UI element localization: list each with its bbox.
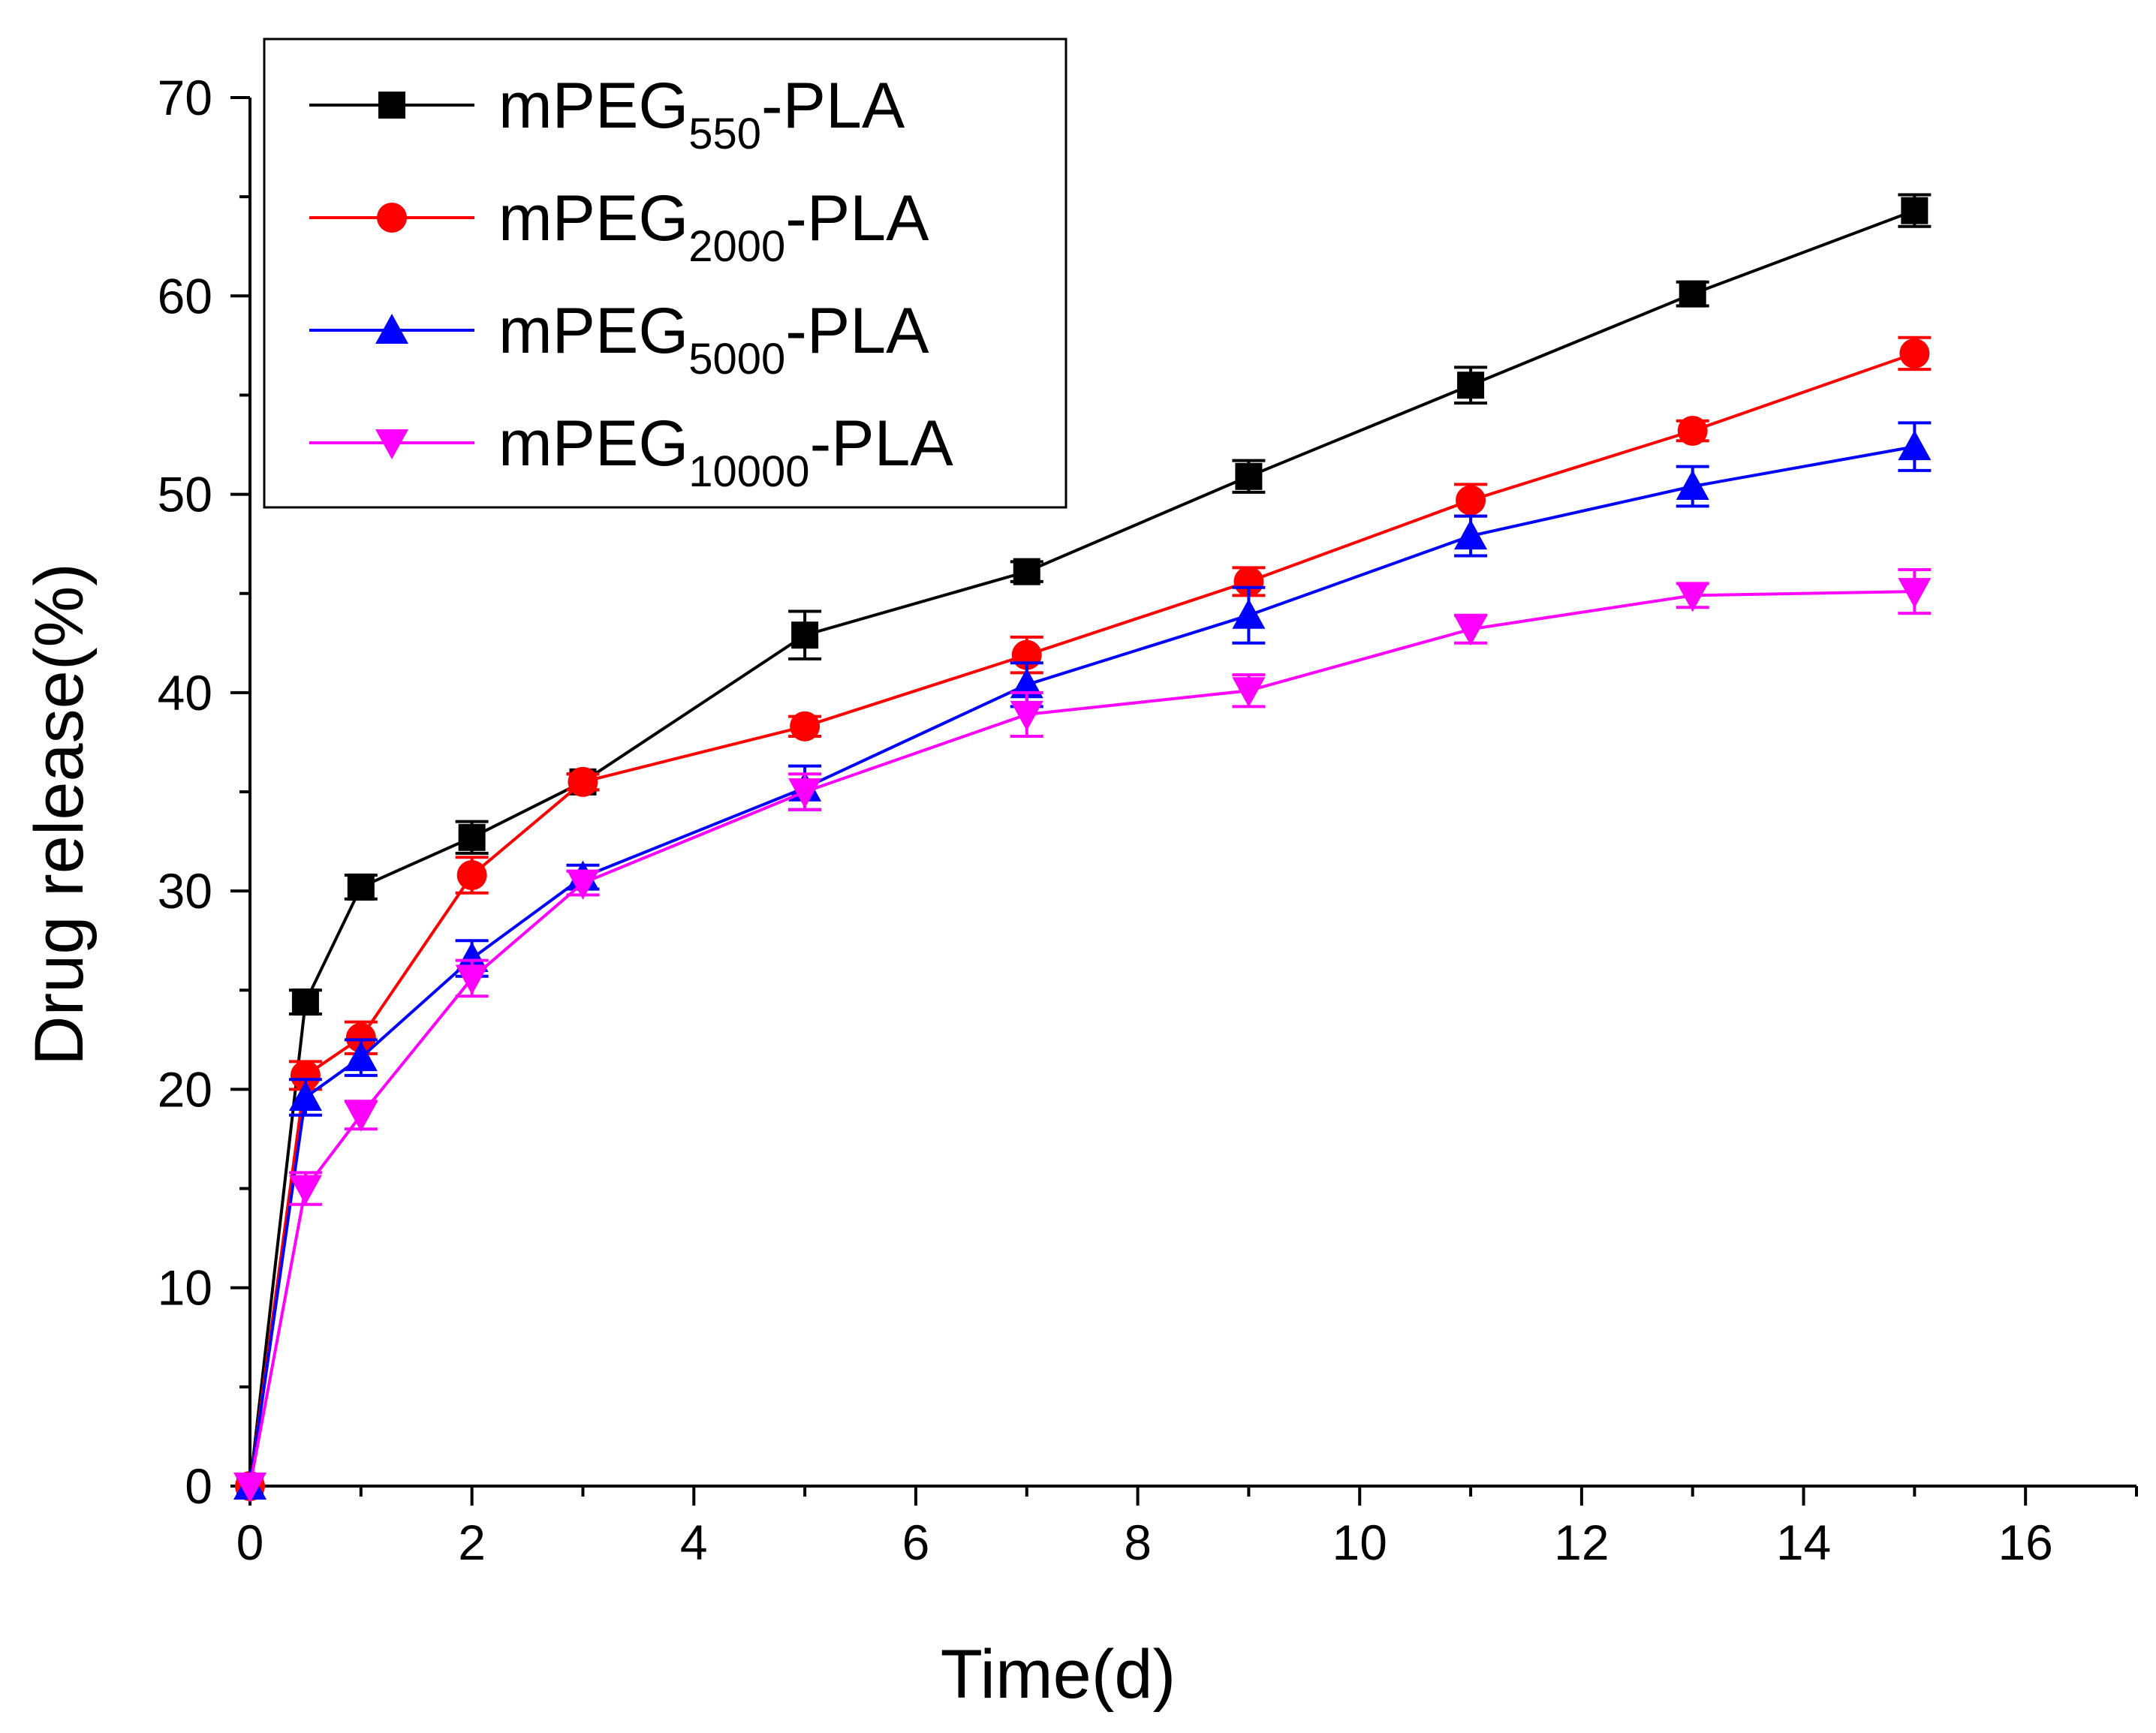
data-point [1899, 338, 1930, 369]
data-point [1898, 578, 1932, 609]
series-line [248, 590, 1915, 1487]
x-axis: 0 2 4 6 8 10 12 14 16 [236, 1486, 2138, 1570]
data-point [458, 823, 486, 851]
y-tick-label: 0 [185, 1458, 212, 1514]
legend: mPEG550-PLAmPEG2000-PLAmPEG5000-PLAmPEG1… [263, 38, 1067, 509]
x-tick-label: 10 [1332, 1515, 1387, 1570]
x-axis-title: Time(d) [941, 1636, 1176, 1713]
data-point [1676, 582, 1709, 612]
data-point [345, 1022, 376, 1053]
data-point [233, 1473, 266, 1503]
y-axis-title: Drug release(%) [21, 563, 98, 1066]
x-tick-label: 12 [1554, 1515, 1609, 1570]
x-tick-label: 0 [236, 1515, 264, 1570]
data-point [1232, 598, 1266, 629]
y-tick-label: 10 [158, 1260, 212, 1316]
legend-label-main: mPEG [498, 295, 688, 367]
data-point [456, 860, 487, 890]
data-point [1013, 558, 1040, 585]
legend-label: mPEG550-PLA [498, 70, 905, 158]
data-point [790, 711, 821, 742]
data-point [1457, 372, 1485, 399]
legend-item-2: mPEG2000-PLA [309, 182, 929, 271]
legend-label-subscript: 5000 [688, 335, 785, 384]
legend-item-1: mPEG550-PLA [309, 70, 905, 158]
data-point [1010, 700, 1043, 731]
legend-label-main: mPEG [498, 408, 688, 480]
x-tick-label: 8 [1124, 1515, 1152, 1570]
legend-label: mPEG10000-PLA [498, 408, 953, 496]
data-point [291, 988, 319, 1016]
series-line [248, 352, 1916, 1487]
legend-marker [378, 92, 405, 119]
legend-label-main: mPEG [498, 182, 688, 254]
x-tick-label: 6 [902, 1515, 930, 1570]
y-tick-label: 40 [158, 665, 212, 721]
y-axis: 0 10 20 30 40 50 60 70 [158, 70, 250, 1514]
data-point [455, 942, 489, 972]
data-point [788, 778, 822, 808]
x-tick-label: 14 [1776, 1515, 1831, 1570]
series-line [248, 445, 1915, 1487]
legend-label-subscript: 550 [688, 110, 761, 158]
data-point [288, 1175, 322, 1205]
x-tick-label: 2 [458, 1515, 486, 1570]
series-2 [235, 335, 1932, 1501]
x-tick-label: 4 [680, 1515, 708, 1570]
data-point [1677, 416, 1708, 446]
y-tick-label: 60 [158, 268, 212, 323]
data-point [455, 964, 489, 995]
data-point [344, 1041, 378, 1072]
legend-label-tail: -PLA [785, 182, 929, 254]
legend-label-tail: -PLA [810, 408, 954, 480]
data-point [791, 621, 819, 649]
data-point [290, 1060, 321, 1091]
data-point [1454, 519, 1488, 550]
data-point [1235, 462, 1263, 490]
data-point [1676, 470, 1709, 500]
legend-item-4: mPEG10000-PLA [309, 408, 953, 496]
legend-label-subscript: 10000 [688, 447, 809, 496]
legend-label-tail: -PLA [761, 70, 905, 142]
legend-marker [377, 203, 407, 233]
legend-marker [375, 314, 408, 344]
legend-marker [375, 429, 408, 459]
series-4 [233, 568, 1932, 1503]
data-point [1898, 430, 1932, 461]
data-point [1233, 566, 1264, 597]
data-point [347, 873, 375, 901]
data-point [1679, 280, 1706, 308]
y-tick-label: 70 [158, 70, 212, 125]
data-point [1456, 485, 1486, 516]
y-tick-label: 20 [158, 1061, 212, 1117]
data-point [344, 1101, 378, 1132]
data-point [1901, 197, 1929, 224]
x-tick-label: 16 [1998, 1515, 2052, 1570]
legend-label: mPEG5000-PLA [498, 295, 929, 384]
data-point [288, 1081, 322, 1111]
y-tick-label: 50 [158, 467, 212, 522]
legend-label-main: mPEG [498, 70, 688, 142]
series-layer [233, 193, 1932, 1503]
data-point [566, 869, 600, 900]
data-point [1454, 615, 1488, 646]
legend-label-tail: -PLA [785, 295, 929, 367]
legend-label-subscript: 2000 [688, 222, 785, 271]
legend-item-3: mPEG5000-PLA [309, 295, 929, 384]
data-point [1232, 677, 1266, 708]
y-tick-label: 30 [158, 863, 212, 919]
data-point [1010, 668, 1043, 699]
legend-label: mPEG2000-PLA [498, 182, 929, 271]
data-point [568, 766, 598, 797]
